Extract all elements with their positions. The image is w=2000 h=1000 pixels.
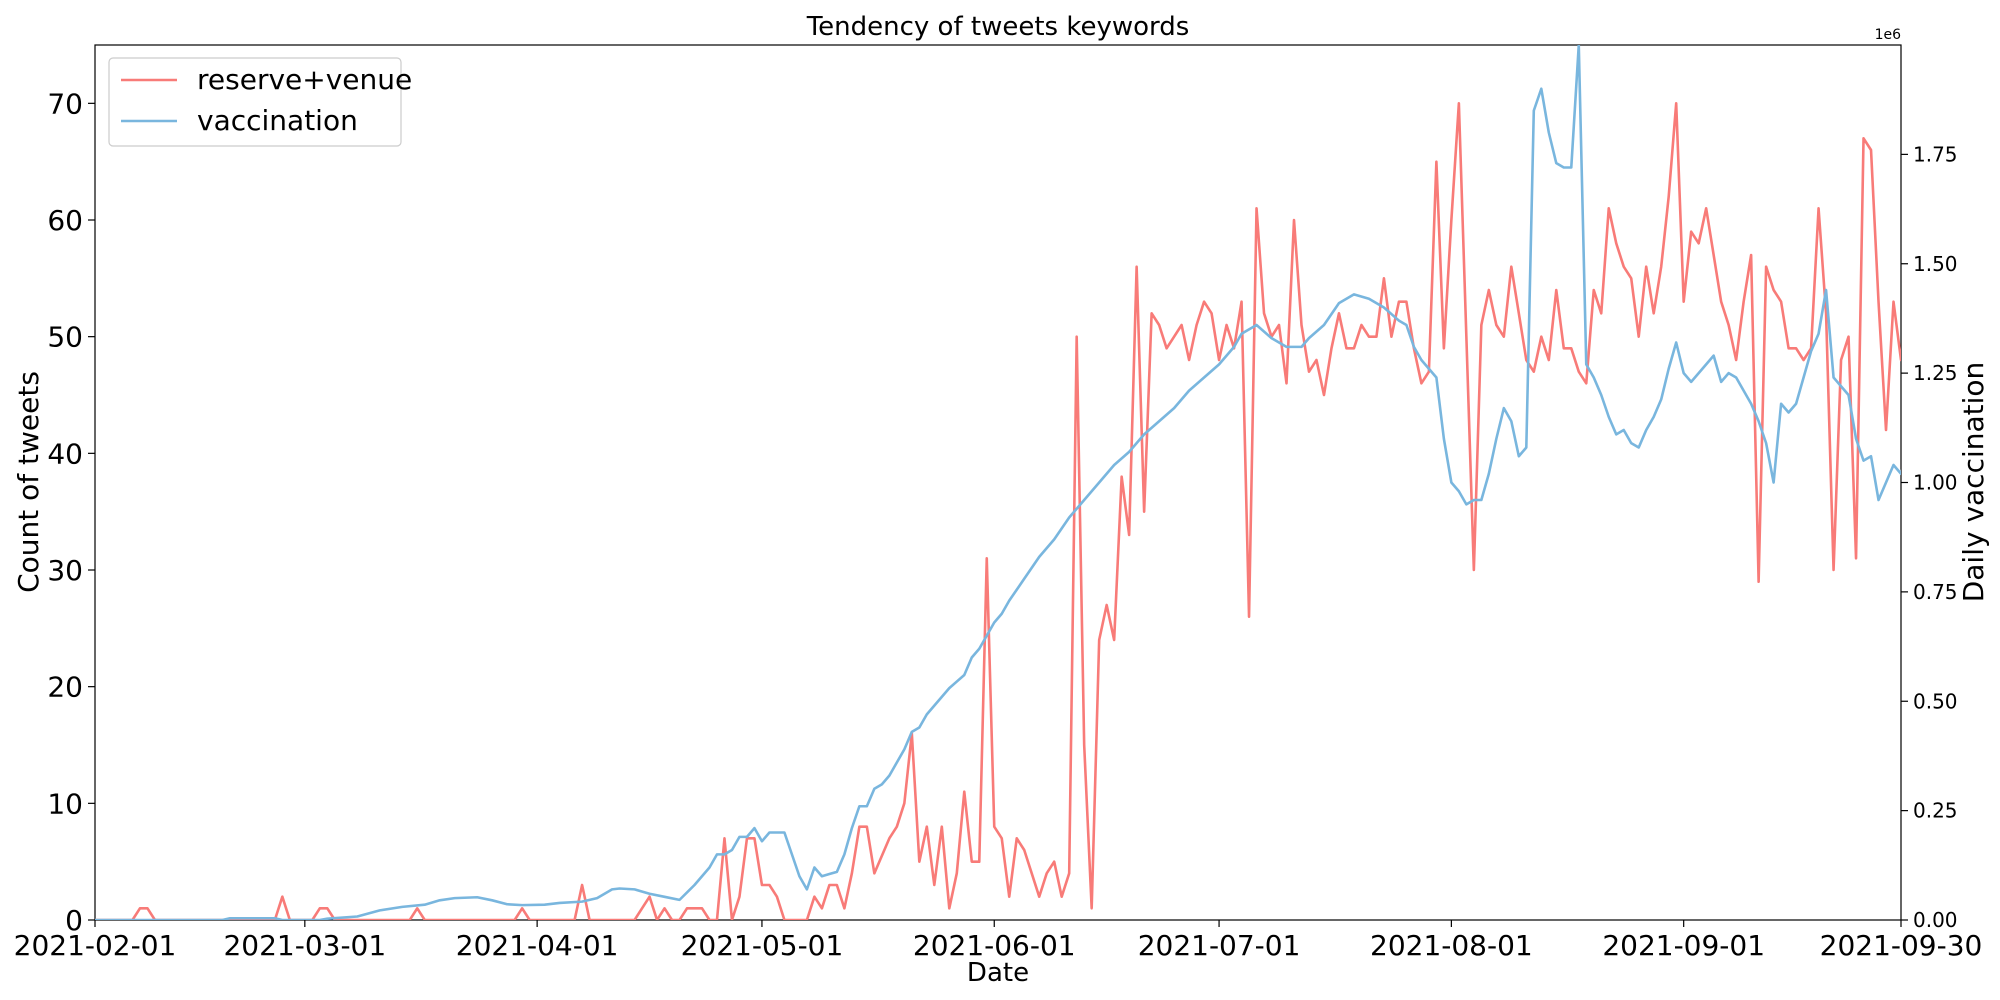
- left-tick-label: 60: [47, 204, 83, 237]
- left-tick-label: 20: [47, 671, 83, 704]
- left-tick-label: 10: [47, 787, 83, 820]
- right-tick-label: 1.50: [1913, 252, 1958, 276]
- legend-label-vaccination: vaccination: [197, 104, 358, 137]
- legend-box: [108, 57, 402, 147]
- right-axis-multiplier: 1e6: [1875, 27, 1902, 43]
- right-tick-label: 0.00: [1913, 908, 1958, 932]
- left-tick-label: 0: [65, 904, 83, 937]
- right-tick-label: 1.00: [1913, 471, 1958, 495]
- right-tick-label: 1.25: [1913, 361, 1958, 385]
- left-tick-label: 40: [47, 437, 83, 470]
- chart-title: Tendency of tweets keywords: [806, 12, 1190, 42]
- x-tick-label: 2021-07-01: [1138, 929, 1301, 962]
- left-tick-label: 50: [47, 321, 83, 354]
- series-layer: [95, 45, 1901, 920]
- x-axis: 2021-02-01 2021-03-01 2021-04-01 2021-05-01…: [14, 920, 1983, 962]
- right-tick-label: 0.25: [1913, 799, 1958, 823]
- right-y-axis: 0.00 0.25 0.50 0.75 1.00 1.25 1.50 1.75: [1901, 142, 1958, 932]
- x-tick-label: 2021-05-01: [681, 929, 844, 962]
- x-tick-label: 2021-03-01: [223, 929, 386, 962]
- x-tick-label: 2021-09-30: [1820, 929, 1983, 962]
- x-tick-label: 2021-09-01: [1602, 929, 1765, 962]
- plot-area: [94, 44, 1902, 921]
- series-line-reserve-venue: [95, 102, 1901, 920]
- x-tick-label: 2021-06-01: [913, 929, 1076, 962]
- legend-label-reserve-venue: reserve+venue: [197, 63, 412, 96]
- right-y-axis-label: Daily vaccination: [1957, 362, 1990, 603]
- x-tick-label: 2021-02-01: [14, 929, 177, 962]
- right-tick-label: 0.50: [1913, 689, 1958, 713]
- right-tick-label: 0.75: [1913, 580, 1958, 604]
- x-axis-label: Date: [967, 958, 1029, 988]
- left-tick-label: 30: [47, 554, 83, 587]
- x-tick-label: 2021-04-01: [456, 929, 619, 962]
- left-y-axis: 0 10 20 30 40 50 60 70: [47, 87, 95, 937]
- left-tick-label: 70: [47, 87, 83, 120]
- left-y-axis-label: Count of tweets: [12, 371, 45, 593]
- series-line-vaccination: [95, 45, 1901, 920]
- right-tick-label: 1.75: [1913, 142, 1958, 166]
- legend: reserve+venue vaccination: [108, 57, 412, 147]
- x-tick-label: 2021-08-01: [1370, 929, 1533, 962]
